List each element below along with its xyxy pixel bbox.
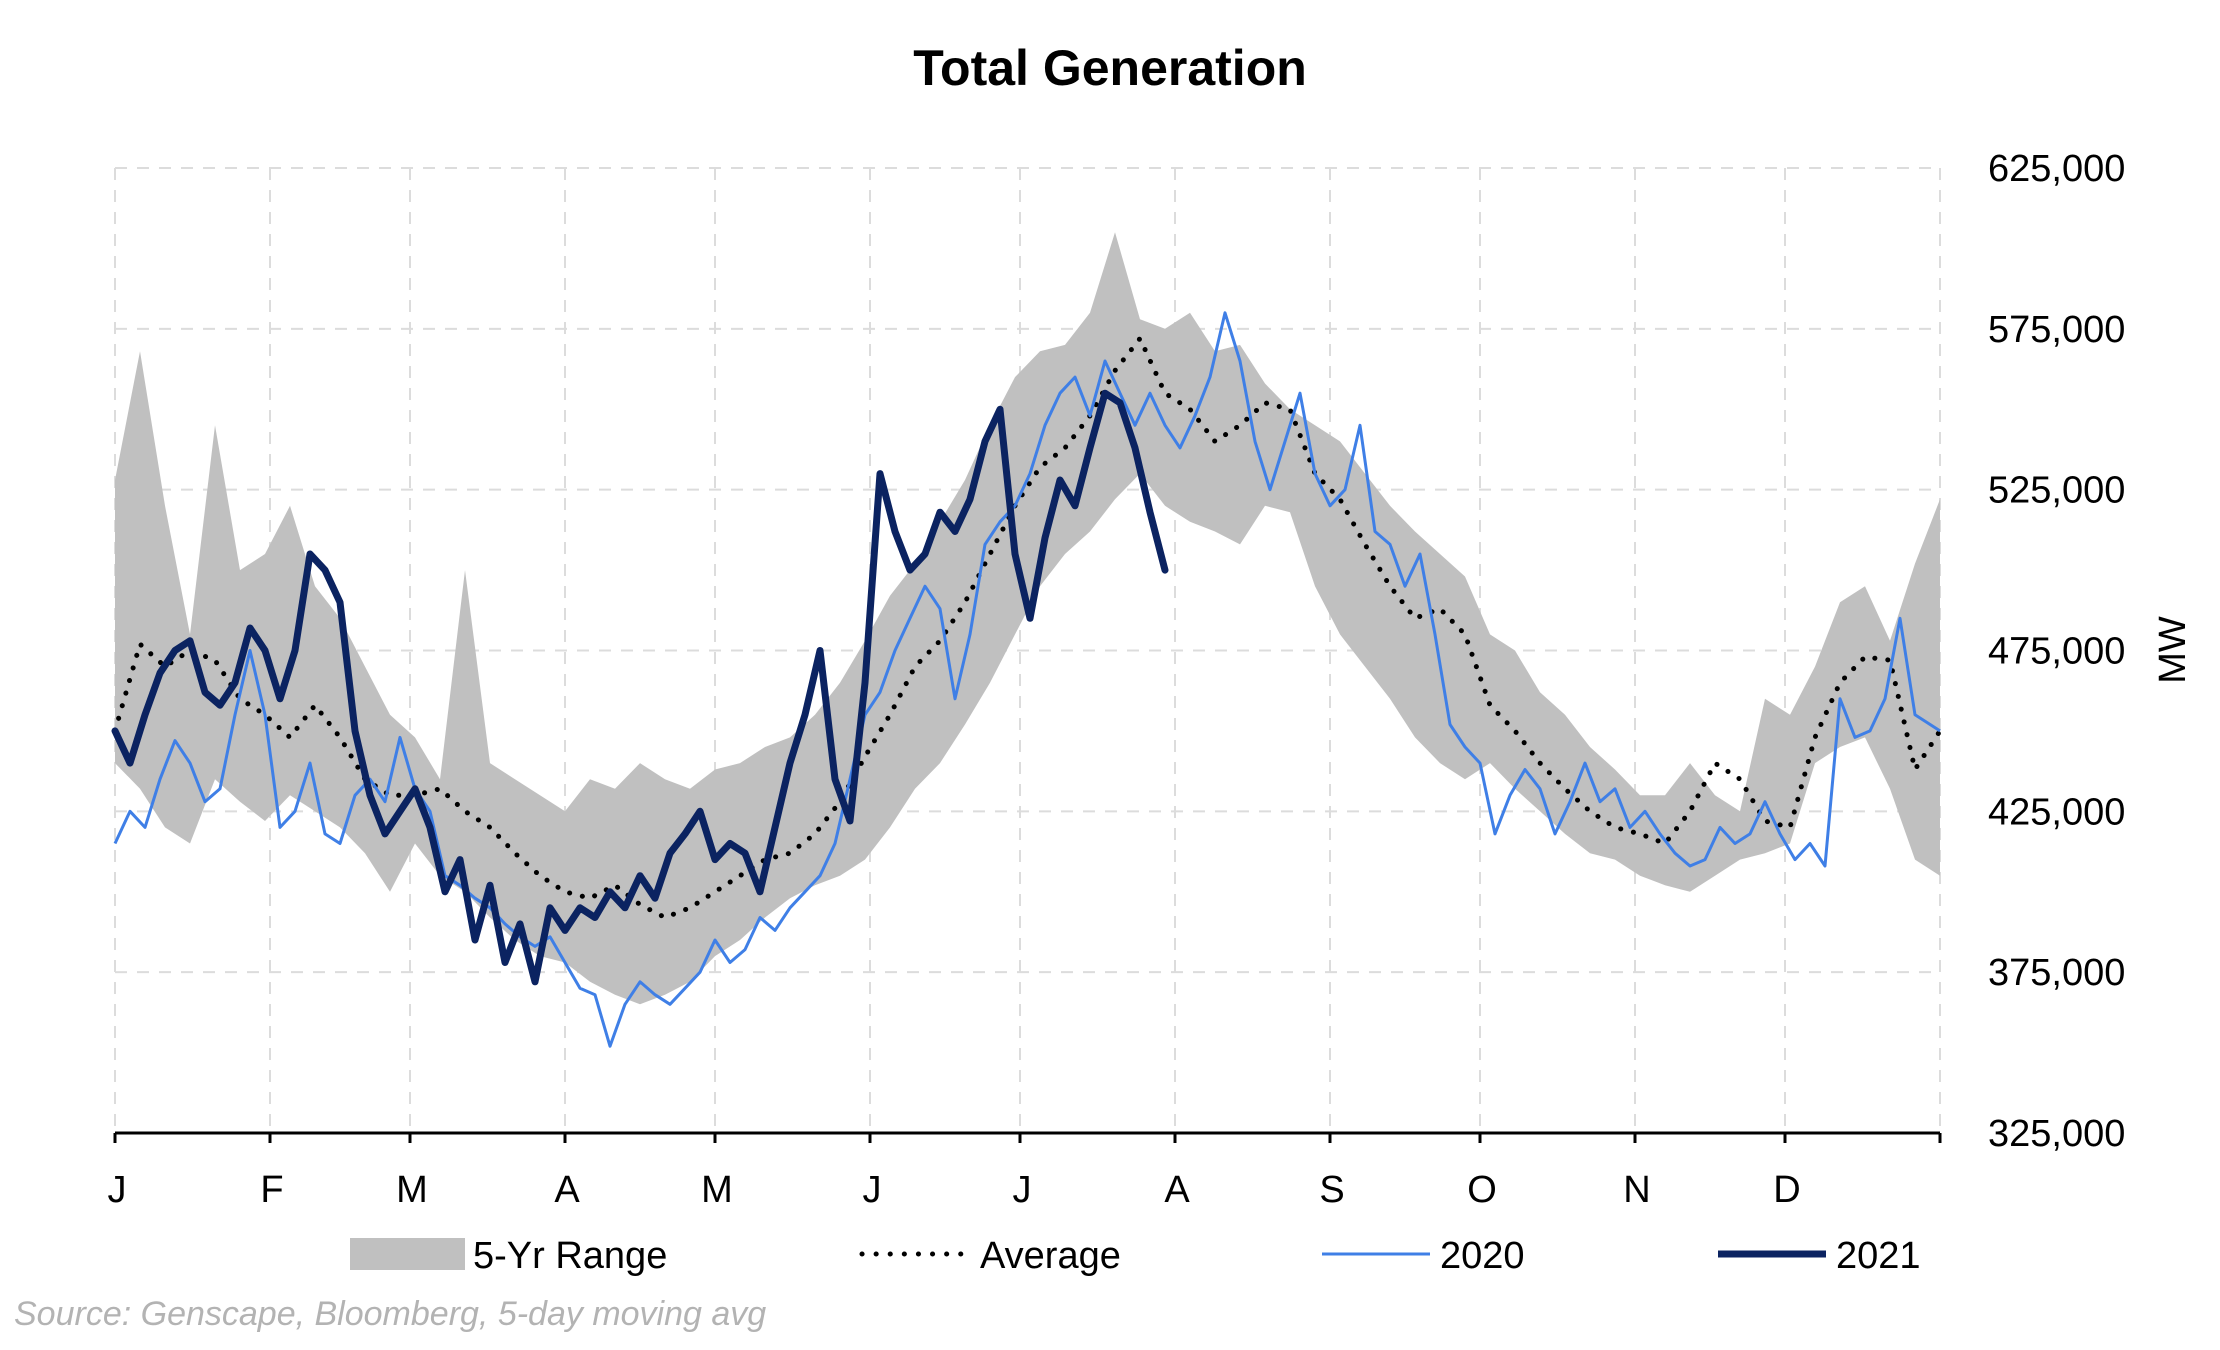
x-tick-label: A <box>554 1169 580 1211</box>
x-tick-label: J <box>1013 1169 1032 1211</box>
axes <box>113 1131 1942 1143</box>
series-average-line <box>112 336 1943 920</box>
series-5yr-range-band <box>115 232 1940 1005</box>
source-note: Source: Genscape, Bloomberg, 5-day movin… <box>14 1295 766 1333</box>
y-tick-label: 325,000 <box>1988 1113 2125 1155</box>
x-tick-label: N <box>1623 1169 1650 1211</box>
grid <box>114 167 1941 1133</box>
legend: 5-Yr Range Average 2020 2021 <box>350 1235 1921 1277</box>
y-tick-label: 375,000 <box>1988 952 2125 994</box>
series-lines-layer <box>111 311 1943 1048</box>
legend-range-swatch <box>350 1238 465 1270</box>
y-tick-label: 425,000 <box>1988 791 2125 833</box>
x-tick-label: F <box>260 1169 283 1211</box>
legend-range-label: 5-Yr Range <box>473 1235 667 1277</box>
y-axis-title: MW <box>2152 616 2194 684</box>
x-tick-label: D <box>1773 1169 1800 1211</box>
legend-average-label: Average <box>980 1235 1121 1277</box>
y-tick-label: 625,000 <box>1988 148 2125 190</box>
series-2021-line <box>111 389 1169 986</box>
y-tick-label: 575,000 <box>1988 309 2125 351</box>
x-tick-label: M <box>396 1169 428 1211</box>
y-tick-label: 475,000 <box>1988 631 2125 673</box>
x-tick-label: A <box>1164 1169 1190 1211</box>
x-tick-label: O <box>1467 1169 1497 1211</box>
y-tick-labels: 325,000 375,000 425,000 475,000 525,000 575,0… <box>1988 148 2125 1155</box>
legend-2020-label: 2020 <box>1440 1235 1525 1277</box>
legend-2021-label: 2021 <box>1836 1235 1921 1277</box>
x-tick-label: S <box>1319 1169 1344 1211</box>
chart-title: Total Generation <box>913 40 1307 96</box>
x-tick-label: M <box>701 1169 733 1211</box>
x-tick-label: J <box>108 1169 127 1211</box>
x-tick-label: J <box>863 1169 882 1211</box>
range-band-layer <box>115 232 1940 1005</box>
y-tick-label: 525,000 <box>1988 470 2125 512</box>
